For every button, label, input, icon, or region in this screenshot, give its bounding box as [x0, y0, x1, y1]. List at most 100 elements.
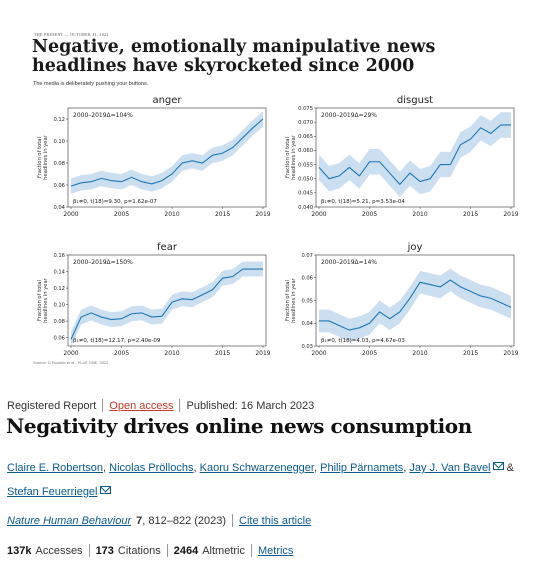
annotation-stats: β₁≠0, t(18)=4.03, p=4.67e-03 [321, 338, 405, 344]
confidence-band [71, 261, 263, 347]
email-icon[interactable] [492, 462, 504, 470]
annotation-change: 2000–2019Δ=104% [73, 112, 133, 119]
y-axis-label-line: Fraction of total [285, 280, 291, 321]
x-tick-label: 2015 [215, 350, 230, 357]
y-tick-label: 0.060 [298, 148, 313, 154]
y-axis-label: Fraction of totalheadlines in year [285, 277, 297, 322]
y-axis-label-line: Fraction of total [37, 280, 43, 321]
ampersand: & [506, 462, 514, 474]
y-tick-label: 0.05 [301, 298, 313, 304]
volume: 7 [136, 514, 143, 527]
y-tick-label: 0.04 [53, 205, 65, 211]
y-tick-label: 0.070 [298, 120, 313, 126]
y-tick-label: 0.075 [298, 106, 313, 112]
y-tick-label: 0.045 [298, 191, 313, 197]
chart-title: joy [407, 242, 423, 253]
confidence-band [319, 112, 511, 198]
annotation-stats: β₁≠0, t(18)=9.30, p=1.62e-07 [73, 199, 157, 205]
citations-label: Citations [117, 544, 161, 557]
chart-title: anger [152, 95, 182, 106]
chart-title: fear [157, 242, 178, 253]
journal-info: Nature Human Behaviour 7 , 812–822 (2023… [7, 514, 311, 527]
figure-subtitle: The media is deliberately pushing your b… [33, 81, 149, 87]
accesses-label: Accesses [35, 544, 83, 557]
author-link[interactable]: Stefan Feuerriegel [7, 486, 98, 498]
y-tick-label: 0.040 [298, 205, 313, 211]
confidence-band [71, 111, 263, 194]
x-tick-label: 2015 [215, 211, 230, 218]
citations-count: 173 [95, 544, 114, 557]
divider [166, 544, 168, 557]
series-line [319, 279, 512, 331]
y-tick-label: 0.050 [298, 177, 313, 183]
y-tick-label: 0.03 [301, 344, 313, 350]
confidence-band [319, 268, 511, 342]
altmetric-count: 2464 [173, 544, 199, 557]
x-tick-label: 2019 [503, 350, 518, 357]
y-axis-label-line: Fraction of total [37, 137, 43, 178]
metrics-link[interactable]: Metrics [257, 544, 294, 557]
y-tick-label: 0.06 [53, 336, 65, 342]
annotation-change: 2000–2019Δ=29% [321, 112, 377, 119]
y-axis-label: Fraction of totalheadlines in year [37, 277, 49, 322]
y-tick-label: 0.06 [53, 183, 65, 189]
figure-kicker: THE PRESENT — OCTOBER 31, 2022 [34, 32, 109, 37]
altmetric-label: Altmetric [202, 544, 245, 557]
divider [232, 514, 234, 527]
series-line [70, 118, 264, 187]
cite-article-link[interactable]: Cite this article [239, 514, 312, 527]
y-tick-label: 0.07 [301, 253, 313, 259]
y-tick-label: 0.065 [298, 134, 313, 140]
open-access-link[interactable]: Open access [109, 399, 174, 412]
chart-joy: joy Fraction of totalheadlines in year 0.0… [285, 242, 518, 357]
chart-fear: fear Fraction of totalheadlines in year 0.… [37, 242, 270, 357]
x-tick-label: 2019 [503, 211, 518, 218]
article-type: Registered Report [7, 399, 97, 412]
divider [250, 544, 252, 557]
x-tick-label: 2000 [63, 350, 78, 357]
y-axis-label: Fraction of totalheadlines in year [37, 134, 49, 179]
y-tick-label: 0.08 [53, 319, 65, 325]
author-link[interactable]: Philip Pärnamets [320, 462, 404, 474]
y-tick-label: 0.12 [53, 286, 65, 292]
email-icon[interactable] [99, 486, 111, 494]
y-tick-label: 0.14 [53, 269, 65, 275]
author-list: Claire E. Robertson, Nicolas Pröllochs, … [7, 462, 514, 498]
plot-frame [67, 254, 267, 347]
author-link[interactable]: Jay J. Van Bavel [409, 462, 491, 474]
y-tick-label: 0.16 [53, 253, 65, 259]
accesses-count: 137k [7, 544, 32, 557]
x-tick-label: 2000 [63, 211, 78, 218]
article-stats: 137k Accesses 173 Citations 2464 Altmetr… [7, 544, 293, 557]
figure-title: Negative, emotionally manipulative news … [32, 37, 436, 76]
author-link[interactable]: Nicolas Pröllochs [109, 462, 194, 474]
author-link[interactable]: Claire E. Robertson [7, 462, 103, 474]
y-tick-label: 0.04 [301, 321, 313, 327]
article-figure: THE PRESENT — OCTOBER 31, 2022 Negative,… [30, 28, 518, 373]
x-tick-label: 2010 [412, 211, 427, 218]
annotation-change: 2000–2019Δ=150% [73, 259, 133, 266]
chart-disgust: disgust Fraction of totalheadlines in yea… [285, 95, 518, 218]
x-tick-label: 2010 [164, 350, 179, 357]
y-tick-label: 0.10 [53, 139, 65, 145]
y-tick-label: 0.10 [53, 302, 65, 308]
x-tick-label: 2010 [412, 350, 427, 357]
y-tick-label: 0.12 [53, 117, 65, 123]
x-tick-label: 2015 [463, 211, 478, 218]
author-link[interactable]: Kaoru Schwarzenegger [199, 462, 314, 474]
chart-anger: anger Fraction of totalheadlines in year 0… [37, 95, 270, 218]
article-title: Negativity drives online news consumptio… [6, 414, 472, 438]
plot-frame [315, 107, 515, 208]
annotation-change: 2000–2019Δ=14% [321, 259, 377, 266]
x-tick-label: 2005 [114, 350, 129, 357]
y-axis-label-line: headlines in year [291, 134, 297, 179]
y-axis-label-line: headlines in year [43, 134, 49, 179]
x-tick-label: 2000 [311, 211, 326, 218]
y-axis-label-line: headlines in year [291, 277, 297, 322]
annotation-stats: β₁≠0, t(18)=5.21, p=3.53e-04 [321, 199, 405, 205]
journal-link[interactable]: Nature Human Behaviour [7, 514, 132, 527]
y-tick-label: 0.055 [298, 162, 313, 168]
divider [88, 544, 90, 557]
y-tick-label: 0.06 [301, 276, 313, 282]
x-tick-label: 2000 [311, 350, 326, 357]
